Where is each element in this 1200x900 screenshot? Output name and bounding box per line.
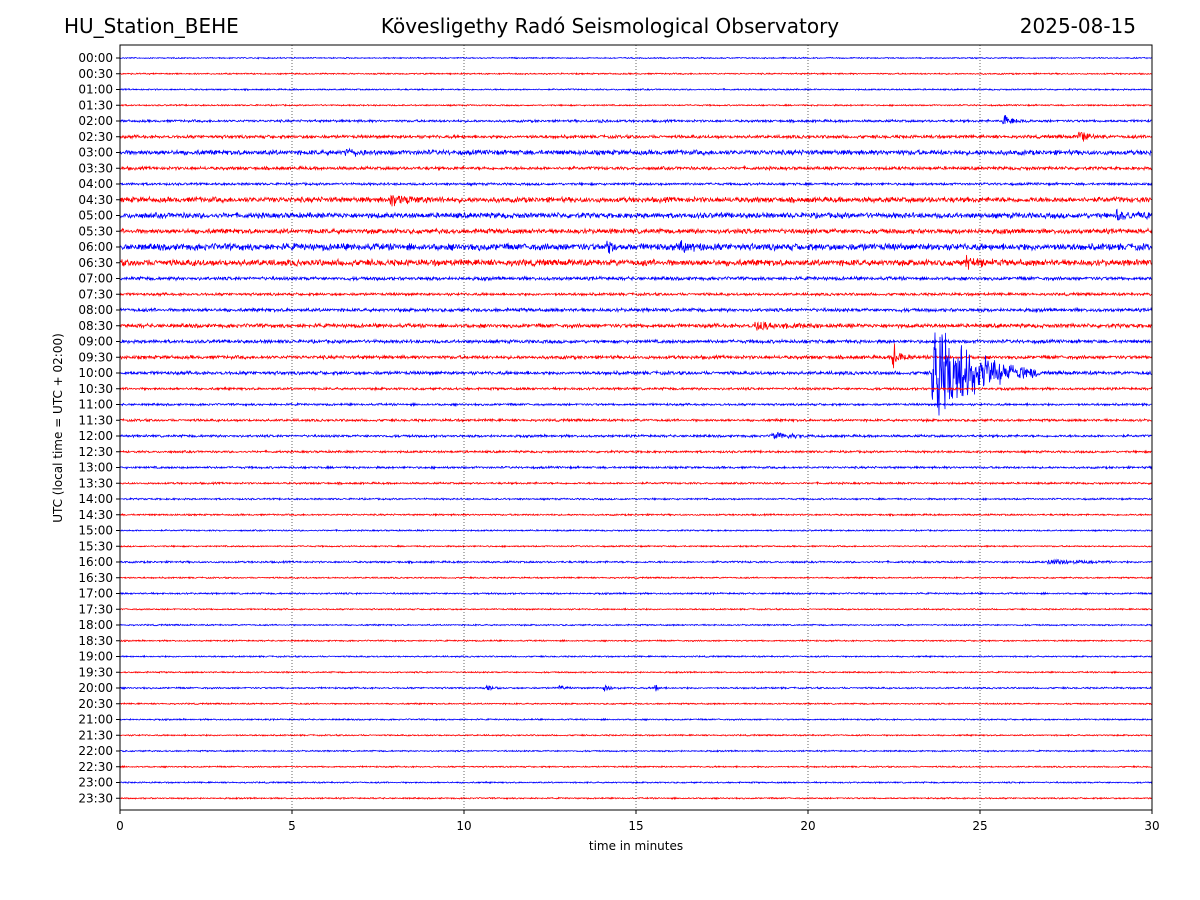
trace-0500 <box>119 208 1153 221</box>
y-tick-label: 06:30 <box>78 256 113 270</box>
y-tick-label: 03:00 <box>78 146 113 160</box>
y-tick-label: 12:00 <box>78 429 113 443</box>
y-tick-label: 13:00 <box>78 461 113 475</box>
y-tick-label: 17:00 <box>78 587 113 601</box>
y-tick-label: 06:00 <box>78 240 113 254</box>
y-tick-label: 00:00 <box>78 51 113 65</box>
y-tick-label: 04:00 <box>78 177 113 191</box>
y-tick-label: 12:30 <box>78 445 113 459</box>
trace-0530 <box>119 227 1153 236</box>
y-tick-label: 23:00 <box>78 776 113 790</box>
y-tick-label: 16:00 <box>78 555 113 569</box>
y-tick-label: 05:00 <box>78 209 113 223</box>
y-tick-label: 21:30 <box>78 728 113 742</box>
y-tick-label: 03:30 <box>78 161 113 175</box>
y-tick-label: 19:00 <box>78 650 113 664</box>
x-tick-label: 20 <box>800 819 815 833</box>
y-tick-label: 01:00 <box>78 83 113 97</box>
observatory-title: Kövesligethy Radó Seismological Observat… <box>380 14 840 38</box>
y-axis-label: UTC (local time = UTC + 02:00) <box>51 333 65 523</box>
x-ticks-group: 0 5 10 15 20 25 30 <box>116 810 1160 833</box>
trace-0930 <box>119 343 1153 369</box>
x-tick-label: 30 <box>1144 819 1159 833</box>
y-tick-label: 01:30 <box>78 98 113 112</box>
y-tick-label: 17:30 <box>78 602 113 616</box>
x-tick-label: 0 <box>116 819 124 833</box>
trace-0300 <box>119 147 1153 157</box>
x-tick-label: 25 <box>972 819 987 833</box>
y-tick-label: 18:30 <box>78 634 113 648</box>
y-tick-label: 21:00 <box>78 713 113 727</box>
y-tick-label: 19:30 <box>78 665 113 679</box>
x-tick-label: 15 <box>628 819 643 833</box>
y-tick-label: 05:30 <box>78 224 113 238</box>
y-tick-label: 04:30 <box>78 193 113 207</box>
trace-2230 <box>119 764 1153 769</box>
y-tick-label: 00:30 <box>78 67 113 81</box>
trace-0200 <box>119 115 1153 125</box>
y-tick-label: 08:00 <box>78 303 113 317</box>
trace-0100 <box>119 87 1153 92</box>
trace-1000 <box>119 332 1153 416</box>
trace-0400 <box>119 181 1153 187</box>
y-tick-label: 08:30 <box>78 319 113 333</box>
x-tick-label: 5 <box>288 819 296 833</box>
y-tick-label: 15:00 <box>78 524 113 538</box>
station-title: HU_Station_BEHE <box>64 14 239 38</box>
y-tick-label: 10:30 <box>78 382 113 396</box>
y-tick-label: 02:00 <box>78 114 113 128</box>
y-tick-label: 22:30 <box>78 760 113 774</box>
trace-1430 <box>119 512 1153 517</box>
y-tick-label: 20:30 <box>78 697 113 711</box>
trace-2130 <box>119 733 1153 738</box>
trace-0600 <box>119 240 1153 254</box>
y-tick-label: 11:30 <box>78 413 113 427</box>
trace-1030 <box>119 385 1153 392</box>
trace-1830 <box>119 638 1153 643</box>
y-tick-label: 07:00 <box>78 272 113 286</box>
trace-0030 <box>119 72 1153 76</box>
trace-1200 <box>119 431 1153 440</box>
y-tick-label: 20:00 <box>78 681 113 695</box>
y-tick-label: 23:30 <box>78 791 113 805</box>
y-tick-label: 09:00 <box>78 335 113 349</box>
grid-group <box>291 45 981 810</box>
y-tick-label: 07:30 <box>78 287 113 301</box>
y-tick-label: 22:00 <box>78 744 113 758</box>
trace-1230 <box>119 449 1153 455</box>
y-tick-label: 15:30 <box>78 539 113 553</box>
trace-1630 <box>119 575 1153 580</box>
y-tick-label: 13:30 <box>78 476 113 490</box>
trace-0230 <box>119 131 1153 142</box>
x-tick-label: 10 <box>456 819 471 833</box>
x-axis-label: time in minutes <box>589 839 683 853</box>
trace-0830 <box>119 321 1153 331</box>
trace-1900 <box>119 654 1153 659</box>
trace-2100 <box>119 717 1153 722</box>
y-tick-label: 16:30 <box>78 571 113 585</box>
y-tick-label: 09:30 <box>78 350 113 364</box>
y-tick-label: 11:00 <box>78 398 113 412</box>
trace-2030 <box>119 702 1153 706</box>
y-tick-label: 10:00 <box>78 366 113 380</box>
y-tick-label: 18:00 <box>78 618 113 632</box>
y-tick-label: 02:30 <box>78 130 113 144</box>
y-tick-label: 14:30 <box>78 508 113 522</box>
date-title: 2025-08-15 <box>1019 14 1136 38</box>
y-tick-label: 14:00 <box>78 492 113 506</box>
